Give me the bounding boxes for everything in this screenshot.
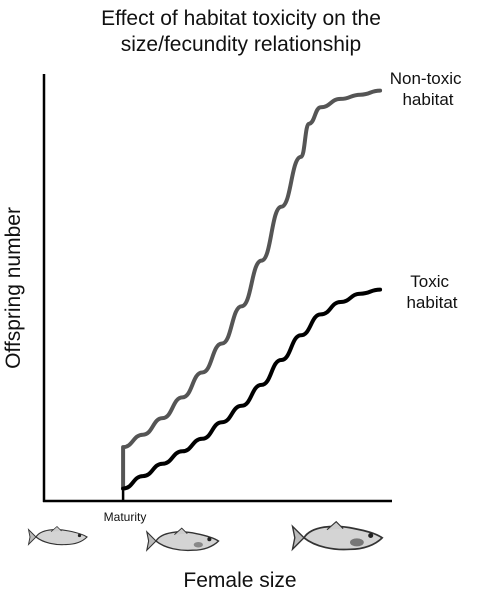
series-label-non-toxic-line-1: Non-toxic <box>390 69 462 88</box>
series-label-non-toxic-line-2: habitat <box>402 90 453 109</box>
medium-female-fish-icon <box>145 527 220 552</box>
series-label-toxic: Toxic habitat <box>406 272 457 312</box>
small-female-fish-icon <box>27 525 88 546</box>
series-label-toxic-line-2: habitat <box>406 293 457 312</box>
series-label-toxic-line-1: Toxic <box>410 272 449 291</box>
maturity-label: Maturity <box>104 510 147 524</box>
series-line-non-toxic <box>121 88 383 491</box>
x-axis-label: Female size <box>183 569 296 592</box>
series-line-toxic <box>121 287 383 491</box>
large-female-fish-icon <box>291 520 384 552</box>
y-axis-label: Offspring number <box>2 207 25 369</box>
series-label-non-toxic: Non-toxic habitat <box>390 69 467 109</box>
chart-title: Effect of habitat toxicity on the size/f… <box>0 6 482 58</box>
chart-title-line-2: size/fecundity relationship <box>120 33 362 56</box>
chart-title-line-1: Effect of habitat toxicity on the <box>101 7 381 30</box>
